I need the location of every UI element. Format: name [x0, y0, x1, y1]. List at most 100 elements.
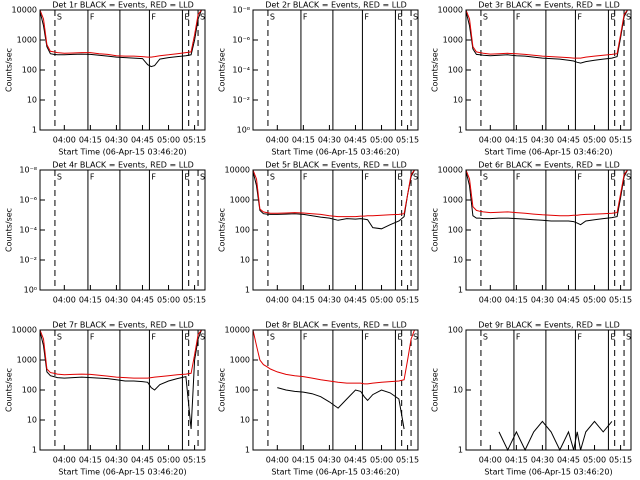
event-marker-label: F [364, 173, 369, 182]
y-tick-label: 1000 [17, 36, 37, 45]
x-tick-label: 05:15 [396, 456, 419, 465]
event-marker-label: S [626, 13, 631, 22]
x-tick-label: 05:00 [370, 136, 393, 145]
x-tick-label: 04:45 [557, 456, 580, 465]
y-tick-label: 100 [448, 66, 463, 75]
x-axis-label: Start Time (06-Apr-15 03:46:20) [271, 148, 399, 157]
x-tick-label: 04:00 [266, 136, 289, 145]
y-tick-label: 10000 [438, 166, 463, 175]
data-line [465, 169, 631, 226]
plot-frame [465, 9, 632, 131]
y-axis-label: Counts/sec [218, 48, 227, 92]
event-marker-label: F [90, 173, 95, 182]
x-tick-label: 05:00 [583, 136, 606, 145]
data-line [252, 169, 418, 218]
event-marker-label: F [151, 173, 156, 182]
panel-title: Det 6r BLACK = Events, RED = LLD [478, 161, 620, 170]
event-marker-label: F [364, 13, 369, 22]
event-marker-label: S [270, 333, 275, 342]
y-tick-label: 1000 [230, 356, 250, 365]
x-tick-label: 04:45 [131, 456, 154, 465]
x-tick-label: 04:15 [292, 296, 315, 305]
x-tick-label: 04:30 [318, 296, 341, 305]
x-tick-label: 04:30 [105, 136, 128, 145]
y-axis-label: Counts/sec [218, 208, 227, 252]
x-tick-label: 04:30 [105, 456, 128, 465]
x-tick-label: 04:00 [479, 456, 502, 465]
y-tick-label: 100 [448, 226, 463, 235]
event-marker-label: F [90, 333, 95, 342]
panel-title: Det 9r BLACK = Events, RED = LLD [478, 321, 620, 330]
y-tick-label: 1 [458, 126, 463, 135]
event-marker-label: F [577, 173, 582, 182]
event-marker-label: E [184, 13, 189, 22]
event-marker-label: S [413, 173, 418, 182]
x-tick-label: 05:15 [183, 296, 206, 305]
y-tick-label: 10000 [12, 326, 37, 335]
data-line [277, 387, 405, 430]
y-tick-label: 10 [453, 96, 463, 105]
y-axis-label: Counts/sec [431, 208, 440, 252]
event-marker-label: S [483, 173, 488, 182]
x-tick-label: 04:45 [557, 136, 580, 145]
y-tick-label: 10 [453, 256, 463, 265]
y-axis-label: Counts/sec [218, 368, 227, 412]
x-tick-label: 04:00 [53, 456, 76, 465]
data-line [39, 329, 205, 379]
x-tick-label: 05:15 [183, 136, 206, 145]
event-marker-label: E [610, 333, 615, 342]
panel-title: Det 1r BLACK = Events, RED = LLD [52, 1, 194, 10]
data-line [252, 169, 418, 230]
x-tick-label: 04:30 [105, 296, 128, 305]
y-tick-label: 10 [27, 416, 37, 425]
y-tick-label: 100 [235, 226, 250, 235]
x-tick-label: 04:15 [292, 456, 315, 465]
x-tick-label: 04:30 [531, 456, 554, 465]
x-tick-label: 04:15 [505, 296, 528, 305]
y-tick-label: 10000 [225, 326, 250, 335]
x-tick-label: 05:15 [183, 456, 206, 465]
x-tick-label: 04:45 [131, 296, 154, 305]
event-marker-label: S [270, 13, 275, 22]
y-tick-label: 1 [32, 446, 37, 455]
y-tick-label: 10⁻² [232, 96, 250, 105]
event-marker-label: S [270, 173, 275, 182]
x-tick-label: 04:00 [53, 296, 76, 305]
x-axis-label: Start Time (06-Apr-15 03:46:20) [58, 148, 186, 157]
x-tick-label: 05:00 [583, 296, 606, 305]
y-axis-label: Counts/sec [431, 48, 440, 92]
event-marker-label: F [90, 13, 95, 22]
y-tick-label: 10000 [12, 6, 37, 15]
event-marker-label: F [364, 333, 369, 342]
y-tick-label: 10 [240, 416, 250, 425]
event-marker-label: S [413, 333, 418, 342]
plot-frame [465, 169, 632, 291]
x-axis-label: Start Time (06-Apr-15 03:46:20) [271, 468, 399, 477]
x-tick-label: 04:45 [131, 136, 154, 145]
plot-frame [252, 9, 419, 131]
event-marker-label: E [610, 173, 615, 182]
event-marker-label: S [57, 333, 62, 342]
y-tick-label: 10 [240, 256, 250, 265]
y-tick-label: 10⁻⁶ [19, 196, 37, 205]
event-marker-label: S [200, 173, 205, 182]
x-tick-label: 05:00 [583, 456, 606, 465]
x-tick-label: 04:15 [505, 456, 528, 465]
y-axis-label: Counts/sec [5, 368, 14, 412]
x-tick-label: 05:15 [609, 296, 632, 305]
x-tick-label: 04:00 [479, 136, 502, 145]
panel-title: Det 2r BLACK = Events, RED = LLD [265, 1, 407, 10]
x-tick-label: 04:30 [531, 296, 554, 305]
event-marker-label: F [303, 333, 308, 342]
data-line [465, 9, 631, 64]
x-tick-label: 04:00 [266, 296, 289, 305]
y-tick-label: 10⁻² [19, 256, 37, 265]
event-marker-label: F [516, 173, 521, 182]
event-marker-label: S [200, 13, 205, 22]
y-tick-label: 1000 [443, 36, 463, 45]
x-tick-label: 04:30 [531, 136, 554, 145]
plot-frame [39, 169, 206, 291]
event-marker-label: F [577, 333, 582, 342]
event-marker-label: S [626, 333, 631, 342]
